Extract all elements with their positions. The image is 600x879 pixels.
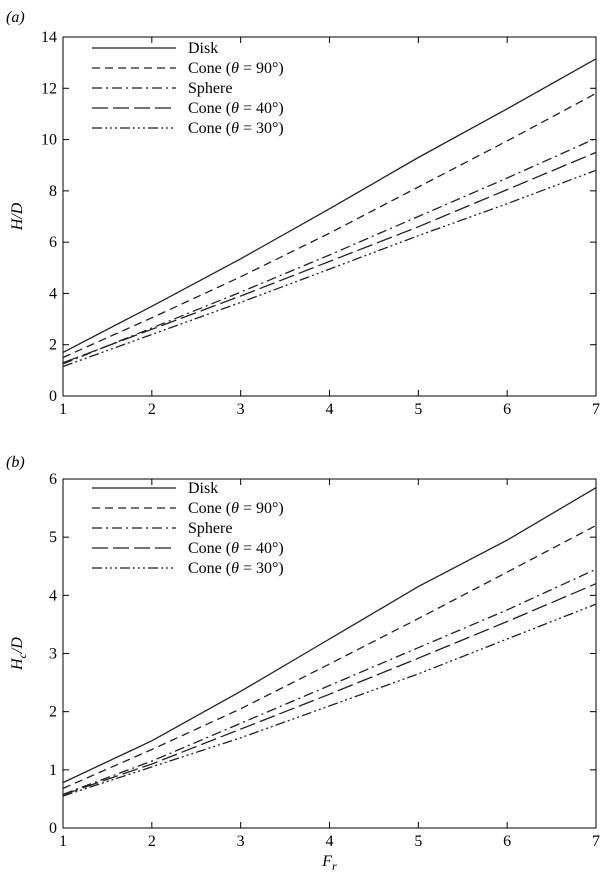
x-tick-label: 1 [59, 833, 67, 850]
y-tick-label: 8 [49, 183, 57, 200]
panel-label: (a) [6, 9, 25, 26]
x-tick-label: 5 [414, 833, 422, 850]
y-tick-label: 12 [41, 80, 57, 97]
series-line-dashdot [62, 568, 597, 795]
series-line-dashdotdotdot [62, 603, 597, 797]
x-tick-label: 1 [59, 401, 67, 418]
plot-frame [62, 478, 597, 829]
series-line-dash [62, 524, 597, 789]
legend-label: Cone (θ = 90°) [188, 60, 284, 77]
y-axis-label: H/D [9, 202, 26, 231]
series-line-dash [62, 92, 597, 359]
y-tick-label: 6 [49, 471, 57, 488]
y-tick-label: 0 [49, 388, 57, 405]
y-tick-label: 3 [49, 646, 57, 663]
y-tick-label: 5 [49, 529, 57, 546]
legend: Disk Cone (θ = 90°) Sphere Cone (θ = 40°) Co… [92, 480, 284, 577]
legend-label: Cone (θ = 30°) [188, 120, 284, 137]
y-tick-label: 0 [49, 820, 57, 837]
y-tick-label: 10 [41, 132, 57, 149]
x-tick-label: 2 [148, 833, 156, 850]
y-tick-label: 1 [49, 762, 57, 779]
series-line-longdash [62, 583, 597, 796]
legend-label: Disk [188, 40, 218, 57]
x-tick-label: 3 [237, 833, 245, 850]
x-axis-label: Fr [321, 853, 337, 873]
y-tick-label: 4 [49, 587, 57, 604]
x-tick-label: 6 [503, 833, 511, 850]
legend-label: Sphere [188, 520, 232, 537]
x-tick-label: 6 [503, 401, 511, 418]
plot-frame [62, 36, 597, 397]
x-tick-label: 4 [326, 833, 334, 850]
y-tick-label: 6 [49, 234, 57, 251]
y-tick-label: 2 [49, 704, 57, 721]
legend-label: Cone (θ = 40°) [188, 540, 284, 557]
x-tick-label: 4 [326, 401, 334, 418]
y-axis-label: Hc/D [9, 637, 29, 671]
y-tick-label: 4 [49, 285, 57, 302]
series-line-solid [62, 487, 597, 784]
legend-label: Cone (θ = 40°) [188, 100, 284, 117]
series-line-longdash [62, 151, 597, 364]
series-line-dashdotdotdot [62, 169, 597, 368]
legend-label: Sphere [188, 80, 232, 97]
series-line-dashdot [62, 137, 597, 365]
legend-label: Cone (θ = 90°) [188, 500, 284, 517]
legend: Disk Cone (θ = 90°) Sphere Cone (θ = 40°) Co… [92, 40, 284, 137]
y-tick-label: 14 [41, 29, 57, 46]
legend-label: Cone (θ = 30°) [188, 560, 284, 577]
y-tick-label: 2 [49, 337, 57, 354]
x-tick-label: 2 [148, 401, 156, 418]
panel-label: (b) [6, 454, 25, 471]
x-tick-label: 5 [414, 401, 422, 418]
legend-label: Disk [188, 480, 218, 497]
x-tick-label: 3 [237, 401, 245, 418]
x-tick-label: 7 [592, 833, 600, 850]
series-line-solid [62, 58, 597, 353]
x-tick-label: 7 [592, 401, 600, 418]
